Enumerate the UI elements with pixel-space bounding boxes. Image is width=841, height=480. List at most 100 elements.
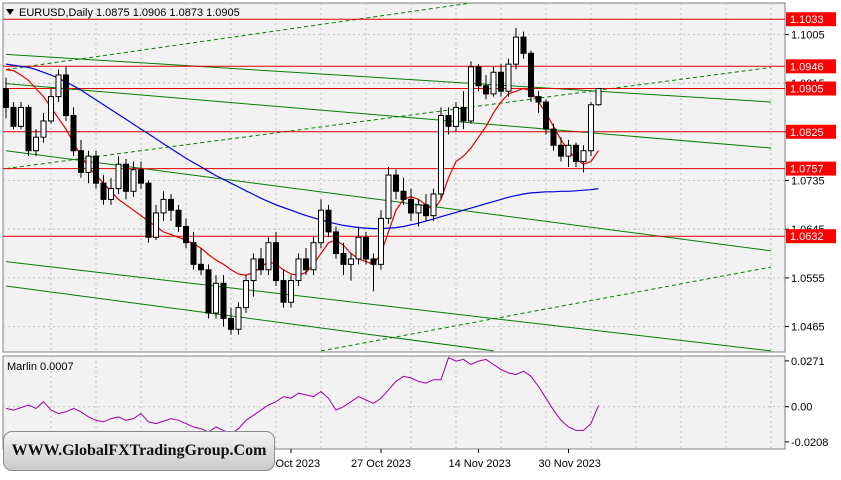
candle — [535, 91, 542, 113]
candle-body-bull — [490, 71, 497, 95]
candle-body-bear — [78, 150, 84, 173]
candle — [303, 248, 309, 276]
candle-body-bull — [33, 136, 39, 152]
level-badge — [786, 59, 836, 74]
channel-line — [5, 285, 494, 352]
candle-body-bull — [318, 209, 324, 244]
candle — [160, 191, 167, 222]
candle-body-bear — [528, 52, 534, 98]
candle-body-bear — [408, 198, 414, 214]
candle-body-bear — [423, 204, 429, 217]
chart-title: EURUSD,Daily 1.0875 1.0906 1.0873 1.0905 — [19, 7, 240, 19]
candle-body-bear — [138, 169, 144, 184]
candle-body-bull — [513, 36, 519, 65]
candle — [205, 264, 212, 319]
candle — [108, 177, 114, 205]
candle — [63, 66, 69, 121]
candle — [445, 107, 452, 135]
candle — [288, 275, 294, 308]
candle-body-bull — [288, 280, 294, 303]
candle-body-bull — [40, 120, 47, 138]
candle — [400, 177, 407, 205]
candle — [333, 226, 339, 259]
candle — [355, 226, 362, 265]
level-labels: 1.1033 1.0946 1.0905 1.0825 1.0757 1.0632 — [786, 12, 836, 244]
candle — [580, 145, 587, 173]
candle-body-bear — [70, 115, 77, 152]
osc-tick-label: 0.00 — [791, 402, 812, 414]
candle-body-bull — [378, 217, 384, 265]
candle — [153, 204, 159, 240]
candle — [340, 242, 347, 276]
candle — [490, 66, 497, 97]
candle-body-bull — [213, 282, 219, 314]
moving-average-line — [5, 63, 599, 230]
candle-body-bear — [228, 317, 234, 330]
candles — [3, 27, 602, 335]
candle-body-bear — [100, 182, 107, 200]
level-badge — [786, 81, 836, 96]
candle-body-bull — [438, 115, 444, 195]
candle-body-bear — [445, 115, 452, 127]
candle-body-bear — [123, 163, 129, 192]
candle — [528, 50, 534, 103]
candle-body-bull — [505, 63, 512, 92]
watermark-text: WWW.GlobalFXTradingGroup.Com — [11, 442, 267, 459]
candle — [190, 231, 197, 270]
candle-body-bear — [363, 236, 369, 260]
candle — [438, 107, 444, 200]
candle — [520, 31, 527, 59]
candle — [10, 102, 17, 130]
candle-body-bear — [190, 242, 197, 265]
candle — [235, 302, 242, 335]
candle — [130, 161, 137, 197]
candle — [183, 218, 189, 249]
collapse-triangle-icon[interactable] — [6, 9, 14, 15]
candle — [483, 74, 489, 100]
candle — [138, 161, 144, 189]
x-tick-label: 27 Oct 2023 — [351, 458, 411, 470]
channel-line-dashed — [5, 66, 772, 170]
candle-body-bear — [183, 225, 189, 244]
osc-tick-label: -0.0208 — [791, 437, 828, 449]
candle-body-bull — [348, 258, 354, 265]
candle — [385, 166, 392, 224]
candle-body-bull — [310, 242, 317, 271]
candle — [100, 175, 107, 205]
candle — [33, 129, 39, 157]
candle-body-bear — [520, 36, 527, 54]
candle — [40, 112, 47, 143]
osc-tick-label: 0.0271 — [791, 356, 825, 368]
candle — [243, 275, 249, 314]
candle-body-bear — [340, 253, 347, 265]
candle-body-bear — [370, 258, 377, 265]
oscillator-line — [5, 357, 599, 435]
candle-body-bear — [325, 209, 332, 233]
candle-body-bear — [175, 209, 182, 227]
candle-body-bear — [205, 269, 212, 314]
candle-body-bear — [258, 258, 264, 271]
candle — [370, 253, 377, 292]
level-badge — [786, 229, 836, 244]
candle — [415, 199, 422, 227]
channel-line-dashed — [320, 266, 772, 352]
candle — [393, 169, 399, 200]
candle — [408, 188, 414, 222]
y-tick-label: 1.1005 — [791, 29, 825, 41]
level-badge — [786, 161, 836, 176]
candle-body-bull — [250, 258, 257, 282]
candle-body-bear — [543, 101, 549, 130]
candle — [115, 156, 122, 195]
candle — [475, 64, 482, 92]
candle-body-bear — [303, 258, 309, 271]
candle — [25, 104, 32, 157]
candle-body-bear — [63, 74, 69, 117]
candle — [595, 87, 602, 106]
candle-body-bull — [565, 144, 572, 157]
candle — [78, 139, 84, 178]
candle-body-bear — [483, 85, 489, 95]
candle-body-bear — [273, 242, 279, 282]
candle — [280, 269, 287, 308]
level-badge-label: 1.0905 — [790, 83, 824, 95]
